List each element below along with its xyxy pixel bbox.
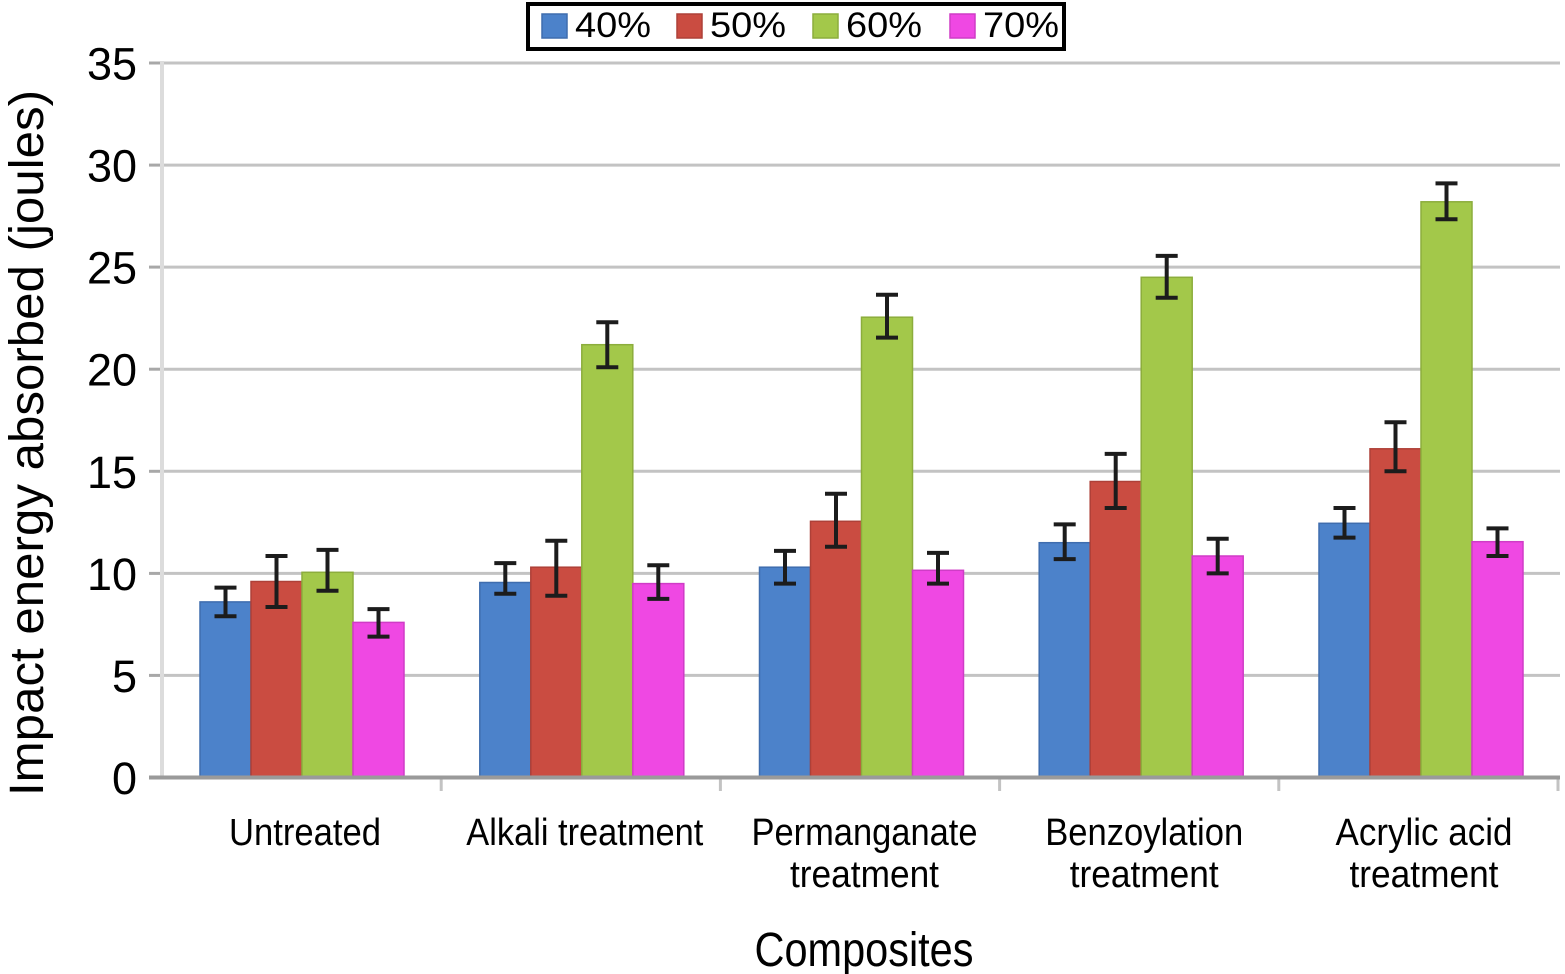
svg-text:10: 10 (87, 549, 137, 600)
svg-text:50%: 50% (710, 6, 786, 45)
svg-text:60%: 60% (846, 6, 922, 45)
svg-text:Untreated: Untreated (229, 812, 381, 854)
svg-text:Composites: Composites (755, 924, 974, 974)
svg-text:20: 20 (87, 345, 137, 396)
svg-text:Acrylic acid: Acrylic acid (1336, 812, 1513, 854)
svg-text:treatment: treatment (1350, 854, 1499, 896)
svg-text:30: 30 (87, 141, 137, 192)
svg-text:0: 0 (112, 753, 137, 804)
svg-text:40%: 40% (575, 6, 651, 45)
svg-text:5: 5 (112, 651, 137, 702)
svg-text:25: 25 (87, 243, 137, 294)
svg-text:70%: 70% (983, 6, 1059, 45)
svg-text:treatment: treatment (1070, 854, 1219, 896)
svg-text:Alkali treatment: Alkali treatment (466, 812, 703, 854)
svg-text:15: 15 (87, 447, 137, 498)
svg-text:Benzoylation: Benzoylation (1045, 812, 1243, 854)
svg-text:35: 35 (87, 39, 137, 90)
svg-text:Permanganate: Permanganate (752, 812, 978, 854)
svg-text:treatment: treatment (790, 854, 939, 896)
svg-text:Impact energy absorbed (joules: Impact energy absorbed (joules) (1, 90, 54, 796)
